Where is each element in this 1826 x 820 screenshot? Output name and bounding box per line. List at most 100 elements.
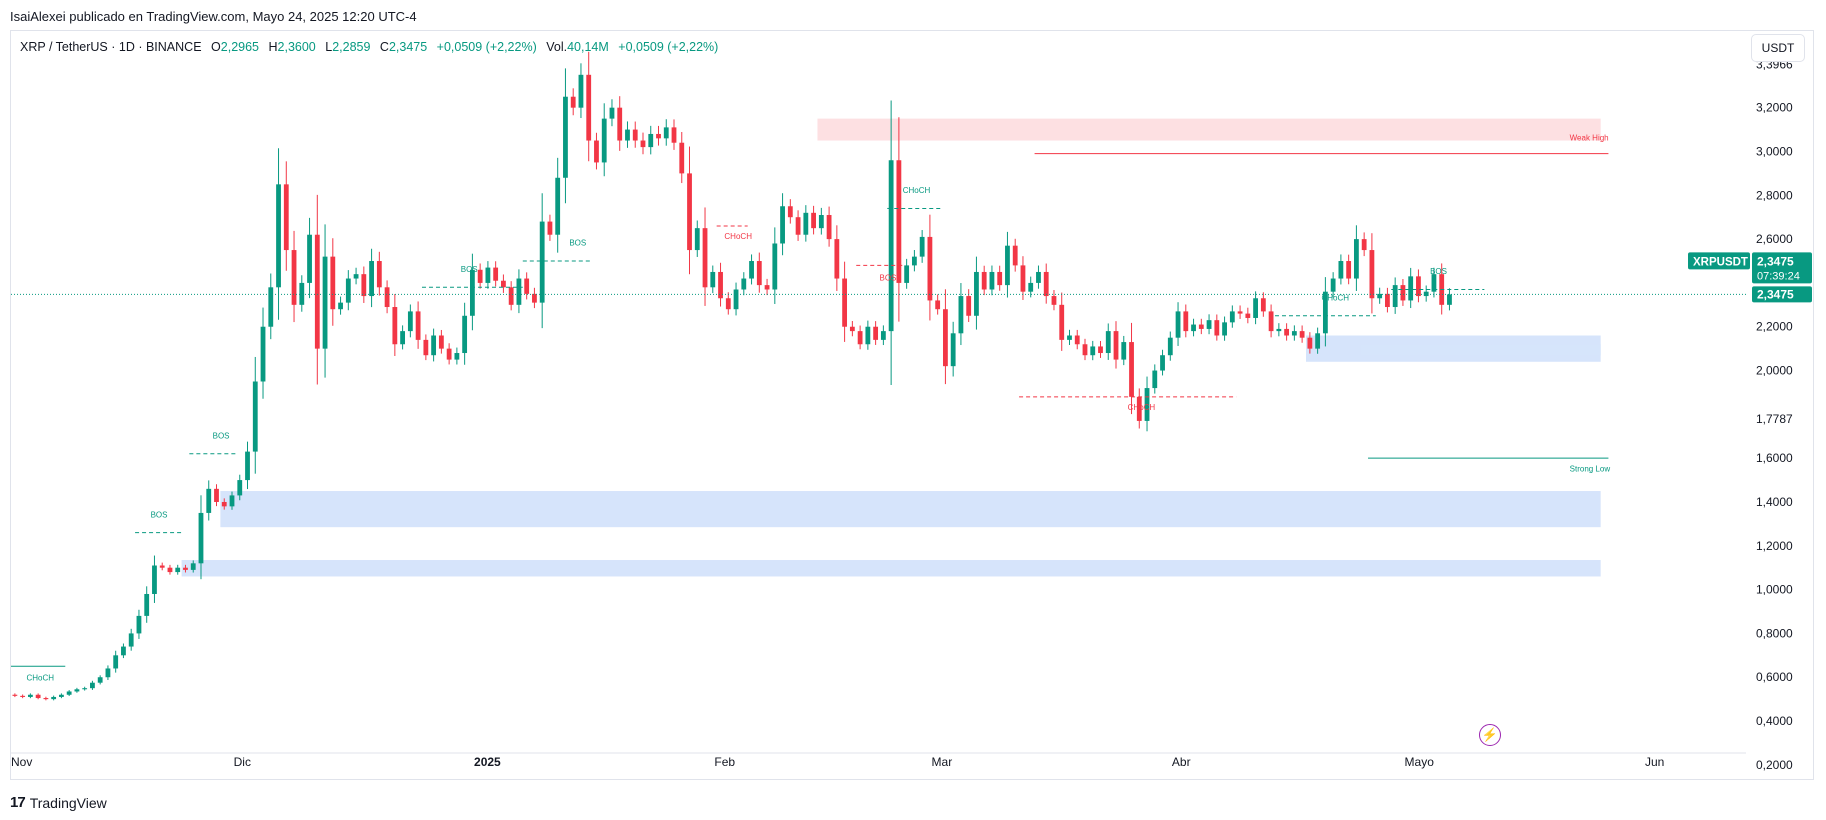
candle-body	[1090, 346, 1096, 356]
candle-body	[578, 74, 584, 108]
candle-body	[1160, 355, 1165, 371]
open-label: O	[211, 40, 221, 54]
candle-body	[260, 326, 266, 382]
candle-body	[741, 278, 747, 290]
candle-body	[524, 278, 530, 294]
volume-label: Vol.	[546, 40, 568, 54]
price-tick-label: 2,6000	[1756, 232, 1793, 246]
candle-body	[345, 278, 351, 303]
candle-body	[873, 326, 879, 340]
candle-body	[1416, 276, 1421, 297]
candle-body	[516, 278, 522, 305]
candle-body	[974, 271, 979, 316]
candle-body	[376, 261, 382, 288]
candle-body	[12, 694, 18, 696]
chart-frame	[10, 30, 1814, 780]
countdown-text: 07:39:24	[1757, 270, 1800, 282]
candle-body	[175, 567, 181, 573]
candle-body	[1144, 388, 1150, 421]
candle-body	[818, 215, 824, 229]
candle-body	[407, 311, 413, 332]
candle-body	[190, 563, 196, 570]
zone-rect	[181, 560, 1601, 577]
candle-body	[1183, 311, 1189, 332]
candle-body	[1284, 328, 1290, 336]
candle-body	[687, 173, 692, 251]
candle-body	[888, 160, 894, 332]
candle-body	[291, 250, 297, 305]
high-value: 2,3600	[277, 40, 316, 54]
candle-body	[547, 221, 553, 235]
candle-body	[121, 646, 126, 656]
candle-body	[1121, 342, 1127, 360]
candle-body	[1322, 291, 1328, 334]
candle-body	[764, 285, 770, 290]
candle-body	[718, 271, 723, 299]
candle-body	[609, 107, 615, 119]
symbol-title[interactable]: XRP / TetherUS · 1D · BINANCE	[20, 40, 202, 54]
candle-body	[594, 140, 599, 163]
structure-label: CHoCH	[724, 232, 752, 241]
candle-body	[966, 296, 972, 316]
structure-label: CHoCH	[1128, 403, 1156, 412]
candle-body	[532, 293, 537, 303]
candle-body	[1043, 271, 1049, 297]
candle-body	[446, 348, 452, 360]
candle-body	[82, 688, 88, 690]
candle-body	[237, 480, 243, 496]
structure-label: BOS	[569, 239, 586, 248]
candle-body	[989, 271, 995, 290]
close-label: C	[379, 40, 389, 54]
candle-body	[1020, 265, 1026, 292]
candle-body	[462, 315, 468, 354]
structure-label: BOS	[1430, 267, 1447, 276]
price-tick-label: 2,0000	[1756, 364, 1793, 378]
candle-body	[795, 217, 801, 235]
candle-body	[43, 698, 49, 700]
change-value: +0,0509 (+2,22%)	[436, 40, 537, 54]
low-value: 2,2859	[332, 40, 371, 54]
candle-body	[97, 677, 103, 683]
candle-body	[1198, 324, 1204, 329]
candle-body	[392, 307, 398, 345]
candle-body	[803, 212, 809, 235]
candle-body	[322, 256, 328, 349]
time-tick-label: Mar	[932, 755, 953, 769]
candle-body	[625, 129, 630, 141]
zone-rect	[220, 491, 1601, 528]
candle-body	[656, 133, 661, 139]
candle-body	[648, 133, 654, 148]
candle-body	[361, 274, 367, 297]
candle-body	[1346, 261, 1352, 279]
candle-body	[314, 234, 320, 349]
candle-body	[423, 339, 429, 356]
candle-body	[307, 234, 312, 283]
candle-body	[384, 287, 390, 308]
price-tick-label: 1,6000	[1756, 451, 1793, 465]
candle-body	[27, 694, 33, 697]
candle-body	[570, 96, 576, 108]
candle-body	[167, 567, 173, 573]
candle-body	[152, 565, 157, 594]
candle-body	[493, 267, 499, 281]
candle-body	[981, 271, 987, 290]
time-tick-label: Dic	[234, 755, 251, 769]
candle-body	[1175, 311, 1181, 338]
lightning-icon[interactable]: ⚡	[1479, 724, 1501, 746]
candle-body	[958, 296, 964, 334]
candle-body	[338, 302, 343, 310]
candle-body	[1214, 320, 1220, 336]
price-tick-label: 1,2000	[1756, 539, 1793, 553]
candle-body	[997, 271, 1003, 286]
candle-body	[1253, 298, 1258, 318]
currency-button[interactable]: USDT	[1751, 34, 1805, 62]
candle-body	[20, 695, 26, 697]
candle-body	[183, 567, 188, 570]
zone-rect	[817, 118, 1601, 141]
candle-body	[849, 326, 855, 332]
high-label: H	[268, 40, 278, 54]
candle-body	[1222, 322, 1227, 336]
candle-body	[1400, 285, 1406, 301]
candle-body	[35, 694, 41, 699]
